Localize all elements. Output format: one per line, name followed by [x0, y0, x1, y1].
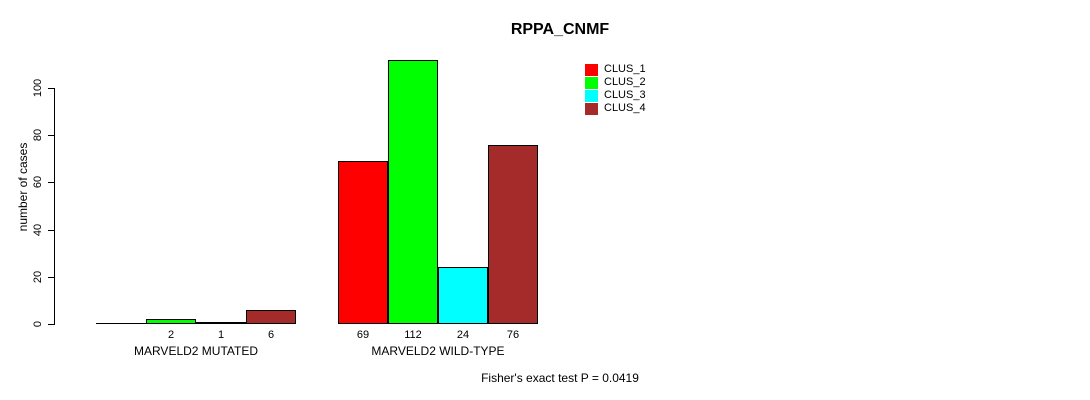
- legend-label: CLUS_1: [604, 63, 646, 75]
- fisher-test-annotation: Fisher's exact test P = 0.0419: [481, 371, 639, 385]
- category-label-group0: MARVELD2 MUTATED: [133, 344, 259, 358]
- legend-item-CLUS_3: CLUS_3: [585, 89, 646, 102]
- y-tick-mark-60: [48, 182, 55, 183]
- y-tick-mark-40: [48, 230, 55, 231]
- legend-swatch-icon: [585, 63, 598, 76]
- legend-label: CLUS_4: [604, 102, 646, 114]
- chart-title: RPPA_CNMF: [510, 21, 610, 38]
- y-tick-mark-0: [48, 324, 55, 325]
- bar-CLUS_3-group0: [196, 322, 246, 324]
- bar-value-label-group1-3: 76: [506, 329, 520, 341]
- legend-item-CLUS_1: CLUS_1: [585, 63, 646, 76]
- y-tick-label-100: 100: [32, 78, 44, 98]
- bar-CLUS_4-group1: [488, 145, 538, 324]
- legend-label: CLUS_2: [604, 76, 646, 88]
- bar-CLUS_2-group0: [146, 319, 196, 324]
- bar-CLUS_4-group0: [246, 310, 296, 324]
- bar-CLUS_2-group1: [388, 60, 438, 324]
- legend-item-CLUS_2: CLUS_2: [585, 76, 646, 89]
- bar-CLUS_1-group0: [96, 323, 146, 324]
- legend-swatch-icon: [585, 89, 598, 102]
- bar-value-label-group1-0: 69: [356, 329, 370, 341]
- y-tick-mark-100: [48, 88, 55, 89]
- bar-value-label-group0-1: 2: [167, 329, 175, 341]
- legend-label: CLUS_3: [604, 89, 646, 101]
- legend-swatch-icon: [585, 102, 598, 115]
- y-tick-label-80: 80: [32, 128, 44, 142]
- y-tick-label-60: 60: [32, 175, 44, 189]
- category-label-group1: MARVELD2 WILD-TYPE: [371, 344, 505, 358]
- bar-value-label-group0-2: 1: [217, 329, 225, 341]
- y-tick-label-0: 0: [32, 320, 44, 328]
- bar-value-label-group1-1: 112: [404, 329, 422, 341]
- y-axis-line: [54, 88, 55, 325]
- bar-value-label-group1-2: 24: [456, 329, 470, 341]
- y-tick-label-20: 20: [32, 270, 44, 284]
- y-tick-label-40: 40: [32, 223, 44, 237]
- y-axis-title: number of cases: [16, 142, 30, 232]
- y-tick-mark-80: [48, 135, 55, 136]
- legend-swatch-icon: [585, 76, 598, 89]
- bar-CLUS_3-group1: [438, 267, 488, 324]
- legend: CLUS_1 CLUS_2 CLUS_3 CLUS_4: [585, 63, 646, 115]
- y-tick-mark-20: [48, 277, 55, 278]
- legend-item-CLUS_4: CLUS_4: [585, 102, 646, 115]
- bar-value-label-group0-3: 6: [267, 329, 275, 341]
- bar-CLUS_1-group1: [338, 161, 388, 324]
